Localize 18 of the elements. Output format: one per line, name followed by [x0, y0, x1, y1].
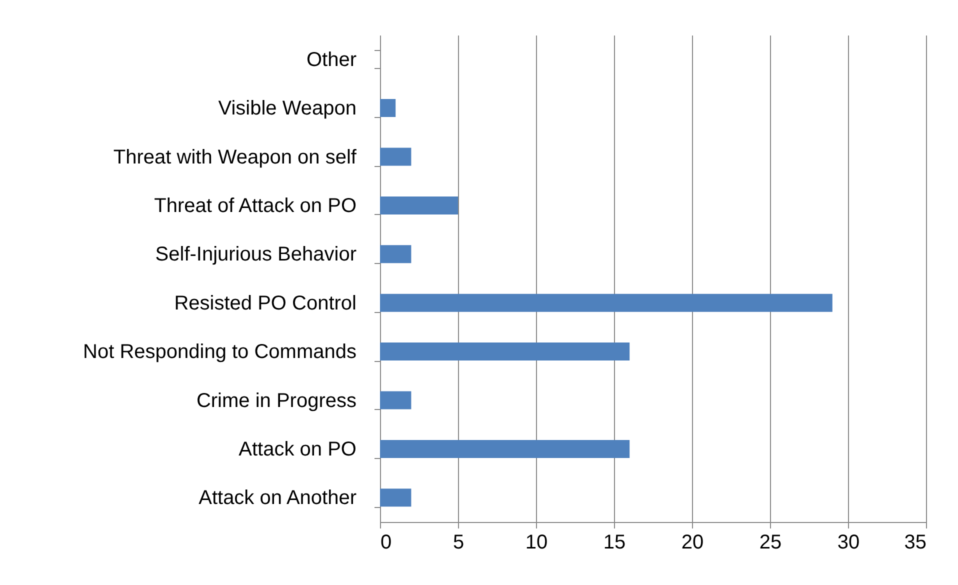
x-tick-label: 35	[904, 532, 926, 554]
y-tick-label: Resisted PO Control	[174, 292, 356, 314]
y-tick-label: Visible Weapon	[218, 98, 356, 120]
y-tick-label: Not Responding to Commands	[83, 341, 356, 364]
x-tick-label: 20	[681, 532, 704, 554]
x-tick-label: 30	[837, 532, 860, 554]
y-tick-label: Other	[306, 48, 357, 71]
y-tick-label: Attack on PO	[238, 438, 356, 460]
y-tick-label: Threat with Weapon on self	[113, 146, 357, 168]
x-tick-label: 25	[759, 532, 782, 554]
y-tick-label: Attack on Another	[198, 487, 357, 510]
y-tick-label: Threat of Attack on PO	[154, 194, 356, 217]
x-tick-label: 10	[525, 532, 548, 554]
y-tick-label: Crime in Progress	[196, 390, 356, 412]
y-tick-label: Self-Injurious Behavior	[155, 244, 357, 266]
x-tick-label: 15	[603, 532, 626, 554]
x-tick-label: 0	[380, 532, 392, 554]
x-tick-label: 5	[452, 532, 464, 554]
